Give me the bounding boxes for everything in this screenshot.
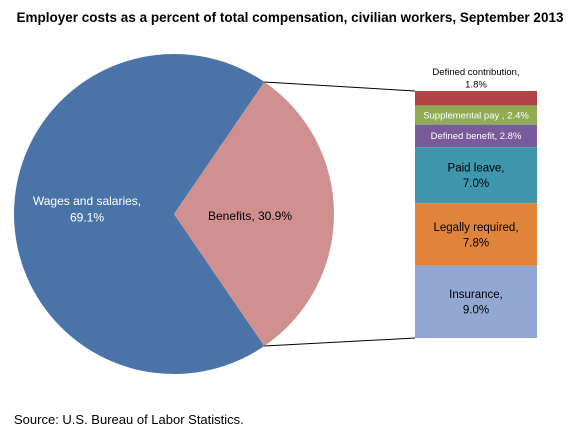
connector-line-top <box>264 81 416 92</box>
chart-title: Employer costs as a percent of total com… <box>16 10 564 25</box>
pie-label-benefits-30-9: Benefits, 30.9% <box>208 209 292 223</box>
bar-label-defined-contribution-1-8: Defined contribution, 1.8% <box>432 67 519 91</box>
bar-segment-defined-contribution-1-8 <box>415 91 537 106</box>
bar-label-paid-leave-7-0: Paid leave, 7.0% <box>448 162 505 190</box>
bar-segment-paid-leave-7-0 <box>415 147 537 204</box>
bar-segment-defined-benefit-2-8 <box>415 124 537 148</box>
bar-segment-insurance-9-0 <box>415 265 537 338</box>
connector-lines <box>264 81 416 347</box>
bar-label-defined-benefit-2-8: Defined benefit, 2.8% <box>431 131 522 142</box>
connector-line-bottom <box>264 337 416 347</box>
pie: Wages and salaries, 69.1% Benefits, 30.9% <box>14 53 335 375</box>
bar-label-insurance-9-0: Insurance, 9.0% <box>449 289 503 317</box>
pie-label-wages-and-salaries-69-1: Wages and salaries, 69.1% <box>33 194 141 224</box>
bar-label-supplemental-pay-2-4: Supplemental pay , 2.4% <box>423 110 529 121</box>
breakdown-bar: Defined contribution, 1.8% Supplemental pa… <box>415 67 537 338</box>
bar-segment-supplemental-pay-2-4 <box>415 105 537 125</box>
bar-label-legally-required-7-8: Legally required, 7.8% <box>433 222 518 250</box>
source-note: Source: U.S. Bureau of Labor Statistics. <box>14 412 244 427</box>
pie-slice-benefits-30-9 <box>174 81 335 347</box>
pie-slice-wages-and-salaries-69-1 <box>14 53 265 375</box>
bar-segment-legally-required-7-8 <box>415 203 537 266</box>
